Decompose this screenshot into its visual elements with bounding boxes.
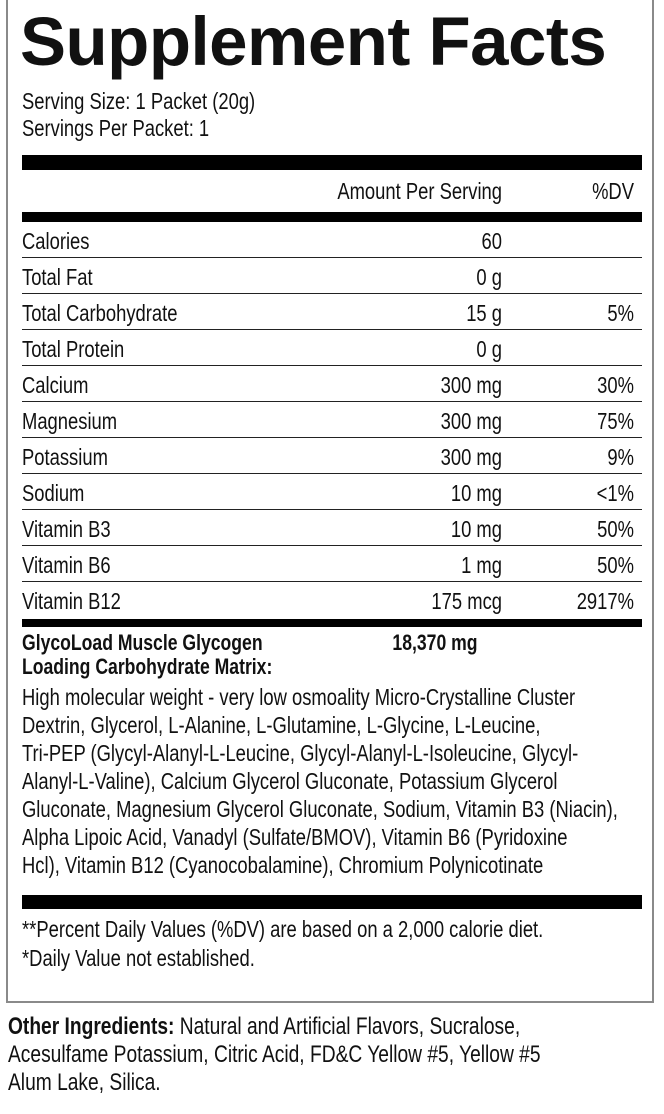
divider-thick: [22, 619, 642, 627]
nutrient-row: Calories 60: [22, 222, 642, 258]
nutrient-amount: 0 g: [476, 336, 502, 362]
nutrient-dv: <1%: [596, 480, 634, 506]
nutrient-dv: 2917%: [576, 588, 634, 614]
ingredients-line: Tri-PEP (Glycyl-Alanyl-L-Leucine, Glycyl…: [22, 740, 579, 766]
nutrient-table: Amount Per Serving %DV Calories 60 Total F…: [22, 155, 642, 973]
servings-per-packet: Servings Per Packet: 1: [22, 115, 210, 141]
nutrient-amount: 10 mg: [450, 480, 502, 506]
nutrient-name: Magnesium: [22, 408, 118, 434]
nutrient-name: Vitamin B3: [22, 516, 111, 542]
ingredients-line: Gluconate, Magnesium Glycerol Gluconate,…: [22, 796, 618, 822]
table-header: Amount Per Serving %DV: [22, 170, 642, 212]
nutrient-row: Potassium 300 mg 9%: [22, 438, 642, 474]
ingredients-line: Dextrin, Glycerol, L-Alanine, L-Glutamin…: [22, 712, 541, 738]
nutrient-dv: 50%: [597, 552, 634, 578]
divider-thick: [22, 212, 642, 222]
nutrient-row: Total Protein 0 g: [22, 330, 642, 366]
nutrient-dv: 5%: [607, 300, 634, 326]
nutrient-name: Calories: [22, 228, 90, 254]
divider-thick: [22, 155, 642, 170]
other-ingredients-line1: Natural and Artificial Flavors, Sucralos…: [174, 1013, 521, 1040]
nutrient-name: Vitamin B12: [22, 588, 121, 614]
nutrient-row: Total Carbohydrate 15 g 5%: [22, 294, 642, 330]
nutrient-row: Vitamin B12 175 mcg 2917%: [22, 582, 642, 617]
nutrient-name: Total Fat: [22, 264, 93, 290]
nutrient-dv: 9%: [607, 444, 634, 470]
panel-title: Supplement Facts: [20, 3, 607, 80]
nutrient-name: Potassium: [22, 444, 108, 470]
nutrient-name: Sodium: [22, 480, 85, 506]
nutrient-amount: 1 mg: [461, 552, 502, 578]
blend-ingredients: High molecular weight - very low osmoali…: [22, 683, 642, 879]
nutrient-row: Calcium 300 mg 30%: [22, 366, 642, 402]
nutrient-amount: 15 g: [466, 300, 502, 326]
other-ingredients: Other Ingredients: Natural and Artificia…: [8, 1013, 656, 1097]
blend-name-line1: GlycoLoad Muscle Glycogen: [22, 630, 263, 655]
nutrient-name: Total Carbohydrate: [22, 300, 178, 326]
nutrient-amount: 10 mg: [450, 516, 502, 542]
nutrient-dv: 75%: [597, 408, 634, 434]
other-ingredients-line3: Alum Lake, Silica.: [8, 1069, 161, 1096]
serving-info: Serving Size: 1 Packet (20g) Servings Pe…: [22, 88, 642, 142]
serving-size: Serving Size: 1 Packet (20g): [22, 88, 256, 114]
ingredients-line: Hcl), Vitamin B12 (Cyanocobalamine), Chr…: [22, 852, 544, 878]
nutrient-name: Calcium: [22, 372, 89, 398]
nutrient-row: Magnesium 300 mg 75%: [22, 402, 642, 438]
nutrient-row: Total Fat 0 g: [22, 258, 642, 294]
amount-header: Amount Per Serving: [337, 178, 502, 204]
nutrient-amount: 300 mg: [440, 444, 502, 470]
blend-name-line2: Loading Carbohydrate Matrix:: [22, 654, 273, 679]
other-ingredients-label: Other Ingredients:: [8, 1013, 175, 1040]
dv-header: %DV: [592, 178, 634, 204]
footnotes: **Percent Daily Values (%DV) are based o…: [22, 915, 642, 973]
nutrient-dv: 30%: [597, 372, 634, 398]
other-ingredients-line2: Acesulfame Potassium, Citric Acid, FD&C …: [8, 1041, 541, 1068]
ingredients-line: Alpha Lipoic Acid, Vanadyl (Sulfate/BMOV…: [22, 824, 568, 850]
nutrient-amount: 300 mg: [440, 408, 502, 434]
nutrient-name: Vitamin B6: [22, 552, 111, 578]
nutrient-row: Vitamin B6 1 mg 50%: [22, 546, 642, 582]
footnote-not-established: *Daily Value not established.: [22, 945, 255, 971]
divider-thick: [22, 895, 642, 909]
nutrient-row: Sodium 10 mg <1%: [22, 474, 642, 510]
nutrient-name: Total Protein: [22, 336, 125, 362]
nutrient-amount: 60: [481, 228, 502, 254]
nutrient-amount: 0 g: [476, 264, 502, 290]
supplement-facts-panel: [6, 0, 654, 1003]
ingredients-line: High molecular weight - very low osmoali…: [22, 684, 576, 710]
blend-row: GlycoLoad Muscle Glycogen Loading Carboh…: [22, 627, 642, 683]
ingredients-line: Alanyl-L-Valine), Calcium Glycerol Gluco…: [22, 768, 558, 794]
nutrient-amount: 175 mcg: [431, 588, 502, 614]
nutrient-amount: 300 mg: [440, 372, 502, 398]
nutrient-row: Vitamin B3 10 mg 50%: [22, 510, 642, 546]
nutrient-dv: 50%: [597, 516, 634, 542]
blend-amount: 18,370 mg: [392, 630, 478, 655]
footnote-dv: **Percent Daily Values (%DV) are based o…: [22, 916, 544, 942]
